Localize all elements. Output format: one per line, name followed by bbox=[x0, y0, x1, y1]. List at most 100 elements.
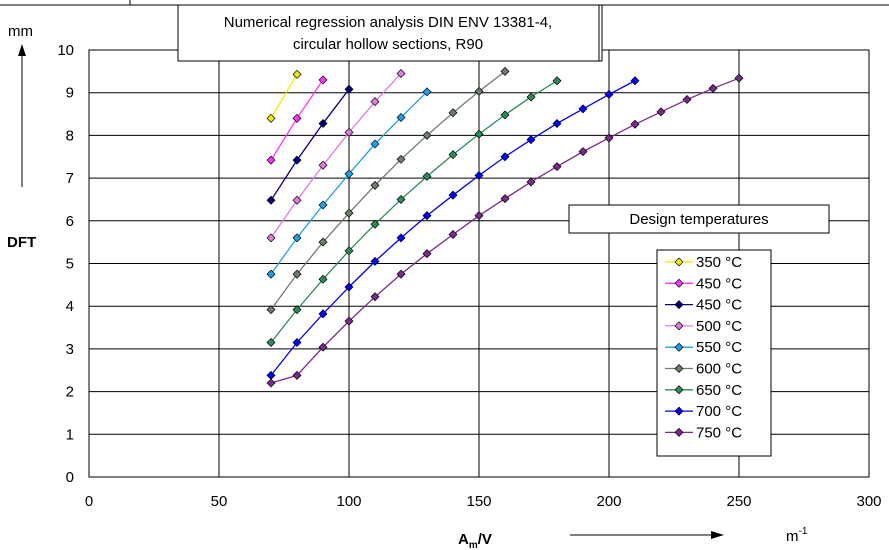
data-point bbox=[344, 127, 354, 137]
series-5 bbox=[266, 87, 432, 279]
data-point bbox=[318, 309, 328, 319]
legend-entry: 650 °C bbox=[665, 382, 742, 399]
data-point bbox=[344, 208, 354, 218]
data-point bbox=[552, 162, 562, 172]
data-point bbox=[396, 233, 406, 243]
data-point bbox=[318, 160, 328, 170]
data-point bbox=[370, 139, 380, 149]
series-line bbox=[270, 74, 298, 119]
x-tick-label: 250 bbox=[726, 493, 751, 510]
data-point bbox=[318, 118, 328, 128]
data-point bbox=[526, 177, 536, 187]
y-unit-label: mm bbox=[8, 23, 33, 40]
data-point bbox=[266, 195, 276, 205]
x-tick-label: 300 bbox=[856, 493, 881, 510]
legend-marker-icon bbox=[674, 278, 684, 288]
data-point bbox=[630, 76, 640, 86]
data-point bbox=[318, 200, 328, 210]
data-point bbox=[266, 155, 276, 165]
data-point bbox=[578, 104, 588, 114]
x-axis-label: Am/V bbox=[458, 531, 492, 550]
data-point bbox=[344, 169, 354, 179]
data-point bbox=[344, 282, 354, 292]
data-point bbox=[318, 75, 328, 85]
legend-label: 600 °C bbox=[696, 361, 742, 378]
y-tick-label: 2 bbox=[66, 384, 74, 401]
data-point bbox=[526, 92, 536, 102]
legend-label: 450 °C bbox=[696, 275, 742, 292]
series-9 bbox=[266, 73, 744, 388]
legend-label: 700 °C bbox=[696, 403, 742, 420]
y-tick-labels: 0 1 2 3 4 5 6 7 8 9 10 bbox=[57, 42, 74, 486]
x-tick-label: 50 bbox=[211, 493, 228, 510]
series-6 bbox=[266, 66, 510, 315]
series-8 bbox=[266, 76, 640, 380]
legend: 350 °C 450 °C 450 °C 500 °C 550 °C 600 °C 650 … bbox=[665, 254, 742, 441]
data-point bbox=[344, 84, 354, 94]
data-point bbox=[370, 292, 380, 302]
data-point bbox=[266, 378, 276, 388]
data-point bbox=[734, 73, 744, 83]
data-point bbox=[604, 133, 614, 143]
y-tick-label: 10 bbox=[57, 42, 74, 59]
y-tick-label: 5 bbox=[66, 256, 74, 273]
chart-title-line-1: Numerical regression analysis DIN ENV 13… bbox=[224, 14, 552, 31]
data-point bbox=[266, 269, 276, 279]
data-point bbox=[318, 342, 328, 352]
data-point bbox=[422, 87, 432, 97]
x-arrow-head-icon bbox=[711, 531, 724, 539]
data-point bbox=[344, 316, 354, 326]
legend-marker-icon bbox=[674, 321, 684, 331]
y-axis-label: DFT bbox=[7, 234, 36, 251]
series-2 bbox=[266, 75, 328, 165]
data-point bbox=[292, 269, 302, 279]
data-point bbox=[448, 108, 458, 118]
data-point bbox=[344, 246, 354, 256]
data-point bbox=[292, 233, 302, 243]
data-point bbox=[370, 180, 380, 190]
data-point bbox=[448, 190, 458, 200]
legend-marker-icon bbox=[674, 300, 684, 310]
legend-marker-icon bbox=[674, 257, 684, 267]
data-point bbox=[292, 195, 302, 205]
legend-entry: 500 °C bbox=[665, 318, 742, 335]
series-1 bbox=[266, 69, 302, 123]
data-point bbox=[292, 370, 302, 380]
y-tick-label: 0 bbox=[66, 469, 74, 486]
data-point bbox=[500, 110, 510, 120]
data-point bbox=[396, 194, 406, 204]
data-point bbox=[474, 211, 484, 221]
data-point bbox=[474, 86, 484, 96]
data-point bbox=[422, 130, 432, 140]
legend-label: 350 °C bbox=[696, 254, 742, 271]
data-point bbox=[474, 129, 484, 139]
series-line bbox=[270, 73, 402, 239]
x-tick-label: 100 bbox=[336, 493, 361, 510]
data-point bbox=[318, 274, 328, 284]
series-7 bbox=[266, 76, 562, 347]
data-point bbox=[292, 305, 302, 315]
data-point bbox=[630, 119, 640, 129]
series-3 bbox=[266, 84, 354, 205]
data-point bbox=[396, 269, 406, 279]
legend-label: 450 °C bbox=[696, 297, 742, 314]
legend-entry: 700 °C bbox=[665, 403, 742, 420]
data-point bbox=[448, 229, 458, 239]
data-point bbox=[552, 76, 562, 86]
y-tick-label: 6 bbox=[66, 213, 74, 230]
x-tick-labels: 0 50 100 150 200 250 300 bbox=[85, 493, 882, 510]
legend-label: 650 °C bbox=[696, 382, 742, 399]
data-point bbox=[708, 83, 718, 93]
legend-entry: 350 °C bbox=[665, 254, 742, 271]
data-point bbox=[578, 147, 588, 157]
legend-marker-icon bbox=[674, 364, 684, 373]
legend-entry: 750 °C bbox=[665, 424, 742, 441]
y-tick-label: 1 bbox=[66, 426, 74, 443]
chart-title-line-2: circular hollow sections, R90 bbox=[293, 36, 483, 53]
y-tick-label: 3 bbox=[66, 341, 74, 358]
y-tick-label: 8 bbox=[66, 127, 74, 144]
data-point bbox=[552, 118, 562, 128]
x-tick-label: 0 bbox=[85, 493, 93, 510]
data-point bbox=[292, 155, 302, 165]
data-point bbox=[370, 97, 380, 107]
